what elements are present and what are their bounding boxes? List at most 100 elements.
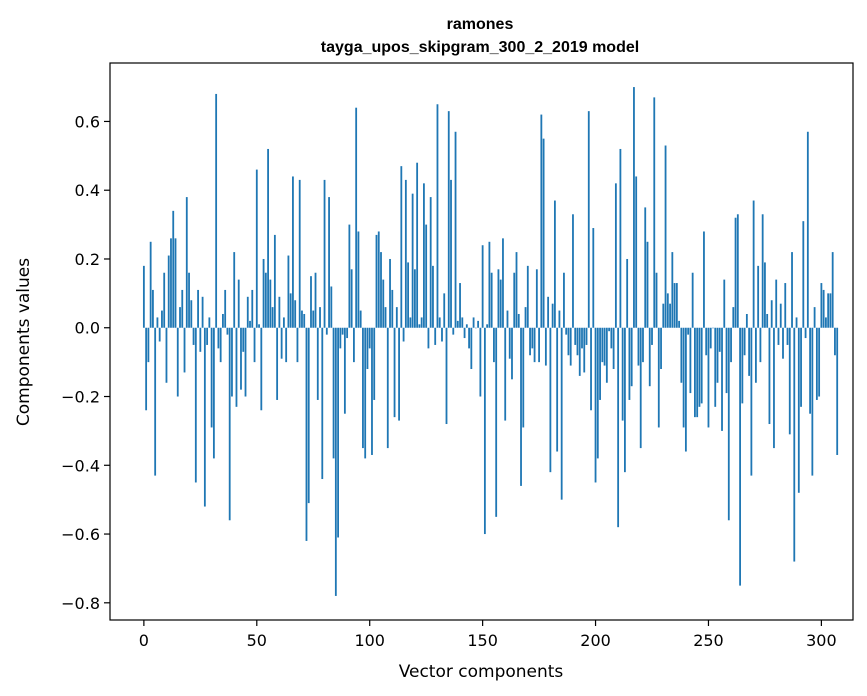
- bar-216: [630, 327, 633, 387]
- bar-190: [572, 214, 574, 328]
- bar-176: [540, 114, 543, 328]
- bar-182: [553, 200, 556, 328]
- bar-33: [217, 327, 220, 349]
- bar-89: [343, 327, 346, 414]
- bar-67: [294, 300, 297, 328]
- bar-266: [743, 327, 746, 356]
- bar-141: [461, 317, 464, 328]
- bar-236: [675, 283, 678, 328]
- bar-301: [822, 289, 825, 328]
- bar-18: [183, 327, 186, 373]
- bar-300: [820, 283, 823, 328]
- bar-77: [316, 327, 319, 400]
- bar-146: [472, 317, 475, 328]
- bar-149: [479, 327, 482, 397]
- bar-279: [773, 327, 775, 449]
- y-tick-label: 0.0: [75, 319, 100, 338]
- bar-208: [612, 327, 615, 370]
- bar-56: [269, 279, 272, 328]
- bar-96: [359, 310, 362, 328]
- bar-107: [384, 307, 387, 328]
- bar-282: [779, 303, 782, 328]
- bar-19: [185, 197, 188, 328]
- bar-112: [395, 307, 398, 328]
- bar-125: [425, 224, 428, 328]
- bar-204: [603, 327, 606, 366]
- bar-59: [276, 327, 279, 400]
- bar-263: [736, 214, 739, 328]
- bar-120: [413, 269, 416, 328]
- bar-258: [725, 327, 728, 394]
- bar-249: [705, 327, 708, 356]
- bar-245: [696, 327, 699, 418]
- bar-290: [797, 327, 800, 493]
- bar-52: [260, 327, 263, 411]
- bar-261: [732, 307, 735, 328]
- y-tick-label: −0.4: [61, 456, 100, 475]
- bar-213: [624, 327, 626, 473]
- bar-157: [497, 269, 500, 328]
- bar-5: [154, 327, 157, 476]
- bar-15: [176, 327, 179, 397]
- bar-218: [635, 176, 638, 328]
- bar-111: [393, 327, 396, 418]
- bar-209: [614, 183, 617, 328]
- bar-81: [325, 327, 328, 335]
- bar-103: [375, 234, 378, 328]
- bar-69: [298, 179, 301, 328]
- bar-10: [165, 327, 168, 383]
- bar-70: [301, 310, 303, 328]
- bar-169: [524, 307, 527, 328]
- bar-124: [423, 183, 425, 328]
- bar-119: [411, 193, 414, 328]
- bar-303: [827, 293, 830, 328]
- bar-115: [402, 327, 405, 342]
- bar-93: [353, 327, 355, 363]
- bar-226: [653, 97, 656, 328]
- bar-61: [280, 327, 283, 359]
- bar-239: [682, 327, 685, 428]
- x-tick-label: 250: [693, 631, 724, 650]
- bar-272: [757, 265, 760, 328]
- bar-91: [348, 224, 351, 328]
- bar-127: [429, 197, 432, 328]
- bar-86: [337, 327, 339, 538]
- bar-84: [332, 327, 335, 459]
- bar-225: [651, 327, 653, 345]
- bar-235: [673, 283, 676, 328]
- bar-237: [678, 320, 681, 328]
- bar-128: [432, 265, 434, 328]
- bar-207: [610, 327, 613, 349]
- bar-100: [368, 327, 371, 349]
- bar-240: [684, 327, 687, 452]
- bar-51: [258, 324, 260, 328]
- bar-17: [181, 289, 184, 328]
- bar-23: [194, 327, 197, 483]
- bar-278: [770, 300, 773, 328]
- bar-197: [587, 111, 590, 328]
- bar-156: [495, 327, 498, 517]
- bar-122: [418, 324, 421, 328]
- bar-0: [142, 265, 145, 328]
- bar-1: [145, 327, 148, 411]
- bar-222: [644, 207, 647, 328]
- bar-163: [511, 327, 513, 380]
- bar-9: [163, 272, 166, 328]
- bar-148: [477, 320, 480, 328]
- y-tick-label: −0.2: [61, 388, 100, 407]
- bar-241: [687, 327, 690, 335]
- bar-39: [231, 327, 233, 397]
- bar-270: [752, 200, 755, 328]
- bar-145: [470, 327, 473, 370]
- bar-20: [188, 272, 190, 328]
- bar-173: [533, 327, 536, 363]
- bar-201: [596, 327, 599, 459]
- bar-280: [775, 279, 778, 328]
- bar-179: [547, 296, 550, 328]
- bar-79: [321, 327, 324, 480]
- bar-44: [242, 327, 245, 352]
- bar-113: [398, 327, 400, 421]
- chart-title: ramones: [447, 16, 514, 33]
- bar-295: [809, 327, 811, 414]
- y-tick-label: −0.8: [61, 594, 100, 613]
